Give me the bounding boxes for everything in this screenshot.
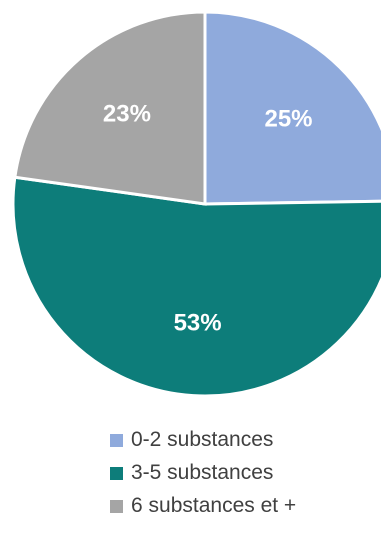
pie-slice-6-plus: [13, 10, 207, 206]
slice-label-0-2: 25%: [264, 106, 312, 133]
legend-swatch-0-2: [110, 433, 123, 447]
slice-label-3-5: 53%: [174, 309, 222, 336]
legend-item-3-5: 3-5 substances: [110, 461, 296, 485]
legend-label-3-5: 3-5 substances: [131, 461, 274, 484]
legend-label-0-2: 0-2 substances: [131, 428, 274, 451]
pie-chart: 25% 53% 23%: [11, 10, 381, 398]
pie-slice-0-2: [203, 10, 381, 206]
legend-swatch-6-plus: [110, 499, 123, 513]
chart-legend: 0-2 substances 3-5 substances 6 substanc…: [110, 428, 296, 518]
legend-item-0-2: 0-2 substances: [110, 428, 296, 452]
legend-label-6-plus: 6 substances et +: [131, 494, 297, 517]
legend-item-6-plus: 6 substances et +: [110, 494, 296, 518]
legend-swatch-3-5: [110, 466, 123, 480]
pie-slice-3-5: [11, 175, 381, 398]
slice-label-6-plus: 23%: [103, 101, 151, 128]
